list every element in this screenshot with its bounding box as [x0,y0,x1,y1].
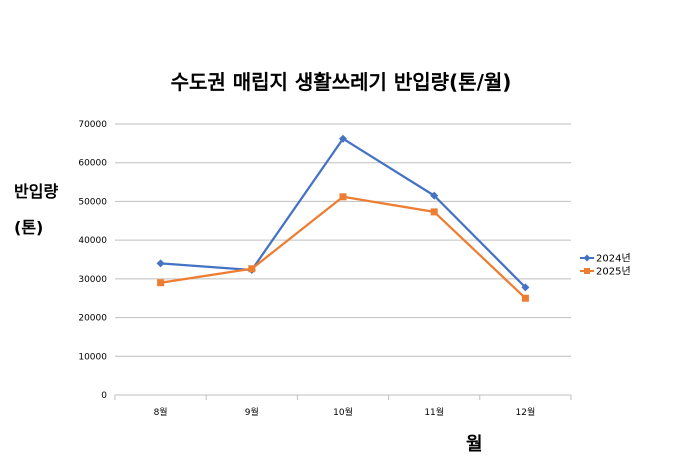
y-axis-label-line-2: (톤) [14,218,44,237]
data-point [156,259,165,268]
x-tick-label: 11월 [424,406,444,418]
data-point [521,283,530,292]
legend-item: 2024년 [580,253,631,265]
y-tick-label: 40000 [78,236,107,246]
axes [114,394,572,400]
y-axis-label-line-1: 반입량 [14,182,59,201]
y-tick-labels: 0 10000 20000 30000 40000 50000 60000 70000 [78,120,107,401]
y-tick-label: 10000 [78,352,107,362]
data-point [430,191,439,200]
y-tick-label: 70000 [78,120,107,130]
y-tick-label: 30000 [78,275,107,285]
x-tick-label: 9월 [245,406,259,418]
series-line [160,195,527,300]
x-tick-label: 12월 [516,406,536,418]
gridlines [115,123,571,396]
series-1 [156,134,530,292]
data-point [157,279,165,287]
data-point [521,294,529,302]
legend-label: 2024년 [596,253,631,265]
chart-title: 수도권 매립지 생활쓰레기 반입량(톤/월) [170,70,512,94]
legend-swatch-marker [584,268,590,274]
data-point [248,265,256,273]
data-point [430,208,438,216]
x-tick-label: 8월 [154,406,168,418]
x-tick-label: 10월 [333,406,353,418]
legend-swatch-marker [583,254,591,262]
data-point [339,134,347,143]
y-tick-label: 60000 [78,159,107,169]
legend-label: 2025년 [596,266,631,278]
y-tick-label: 20000 [78,314,107,324]
series-group [156,134,530,302]
y-tick-label: 0 [101,391,107,401]
x-tick-labels: 8월 9월 10월 11월 12월 [154,406,536,418]
x-axis-label: 월 [466,434,483,455]
series-line [160,137,527,289]
y-tick-label: 50000 [78,197,107,207]
data-point [339,193,347,201]
legend-item: 2025년 [580,266,631,278]
series-2 [157,193,529,302]
